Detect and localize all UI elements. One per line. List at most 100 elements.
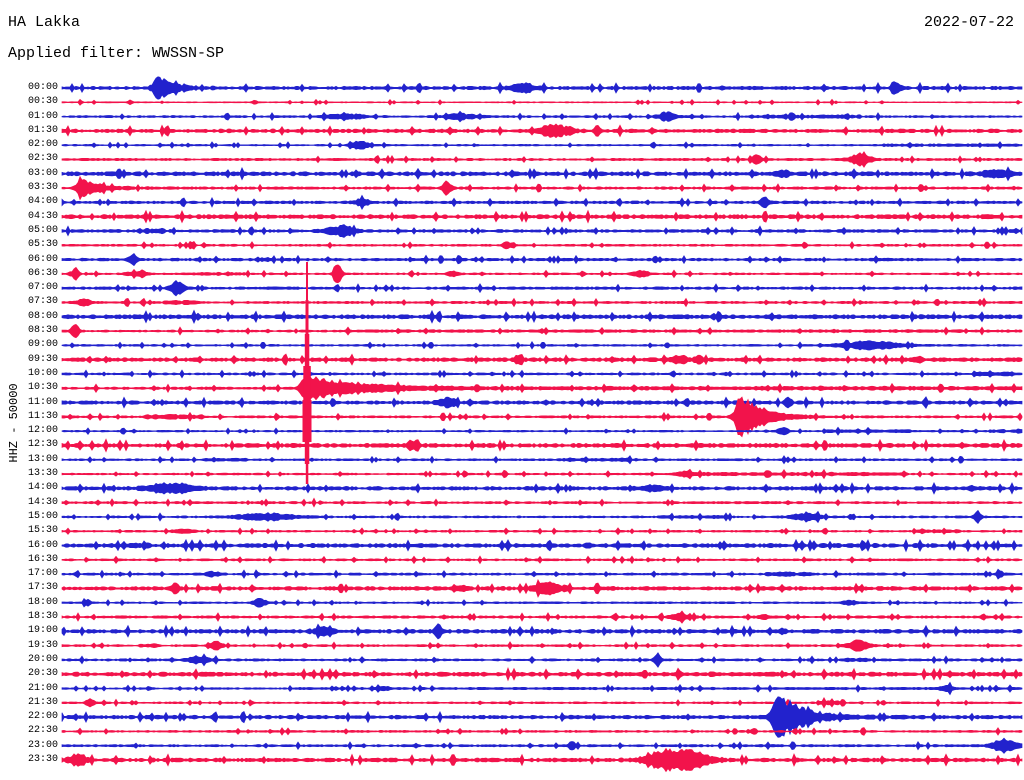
clipped-event-trace xyxy=(303,366,311,400)
trace-row xyxy=(61,253,1023,267)
trace-row xyxy=(61,353,1023,366)
trace-row xyxy=(61,610,1023,624)
trace-time-label: 01:30 xyxy=(27,124,58,136)
trace-row xyxy=(61,240,1023,250)
trace-row xyxy=(61,396,1023,438)
trace-row xyxy=(61,396,1023,409)
trace-time-label: 22:30 xyxy=(27,725,58,737)
clipped-event-trace xyxy=(304,442,310,464)
trace-time-label: 13:00 xyxy=(27,453,58,465)
trace-row xyxy=(61,747,1023,773)
trace-time-label: 04:30 xyxy=(27,210,58,222)
trace-time-label: 20:00 xyxy=(27,653,58,665)
trace-row xyxy=(61,737,1023,754)
trace-row xyxy=(61,727,1023,736)
trace-row xyxy=(61,175,1023,201)
trace-row xyxy=(61,369,1023,379)
trace-time-label: 20:30 xyxy=(27,668,58,680)
trace-time-label: 15:00 xyxy=(27,510,58,522)
trace-time-label: 03:00 xyxy=(27,167,58,179)
trace-time-label: 09:00 xyxy=(27,339,58,351)
trace-time-label: 19:30 xyxy=(27,639,58,651)
trace-time-label: 19:00 xyxy=(27,625,58,637)
trace-row xyxy=(61,696,1023,738)
trace-row xyxy=(61,194,1023,211)
trace-time-label: 07:00 xyxy=(27,282,58,294)
trace-row xyxy=(61,438,1023,453)
trace-time-label: 16:00 xyxy=(27,539,58,551)
trace-row xyxy=(61,527,1023,536)
trace-row xyxy=(61,297,1023,308)
trace-row xyxy=(61,455,1023,465)
trace-row xyxy=(61,538,1023,553)
trace-time-label: 02:30 xyxy=(27,153,58,165)
trace-time-label: 21:00 xyxy=(27,682,58,694)
trace-time-label: 18:00 xyxy=(27,596,58,608)
trace-time-label: 10:30 xyxy=(27,382,58,394)
trace-row xyxy=(61,209,1023,224)
trace-time-label: 13:30 xyxy=(27,468,58,480)
station-title: HA Lakka xyxy=(8,14,81,31)
trace-time-label: 08:30 xyxy=(27,325,58,337)
trace-time-label: 14:30 xyxy=(27,496,58,508)
trace-time-label: 15:30 xyxy=(27,525,58,537)
clipped-event-trace xyxy=(304,334,310,366)
trace-row xyxy=(61,623,1023,640)
trace-row xyxy=(61,468,1023,480)
trace-row xyxy=(61,681,1023,696)
trace-time-label: 06:30 xyxy=(27,267,58,279)
trace-row xyxy=(61,323,1023,339)
trace-time-label: 00:30 xyxy=(27,96,58,108)
trace-time-label: 16:30 xyxy=(27,553,58,565)
trace-row xyxy=(61,110,1023,123)
trace-row xyxy=(61,123,1023,139)
trace-row xyxy=(61,555,1023,565)
trace-row xyxy=(61,696,1023,709)
trace-row xyxy=(61,140,1023,150)
trace-time-label: 11:00 xyxy=(27,396,58,408)
trace-time-label: 17:30 xyxy=(27,582,58,594)
trace-time-label: 12:00 xyxy=(27,425,58,437)
trace-time-label: 07:30 xyxy=(27,296,58,308)
trace-time-label: 22:00 xyxy=(27,711,58,723)
trace-row xyxy=(61,497,1023,508)
trace-row xyxy=(61,264,1023,284)
trace-row xyxy=(61,597,1023,608)
trace-time-label: 12:30 xyxy=(27,439,58,451)
trace-row xyxy=(61,568,1023,580)
trace-time-label: 18:30 xyxy=(27,611,58,623)
clipped-event-trace xyxy=(305,464,309,484)
trace-row xyxy=(61,652,1023,668)
trace-time-label: 06:00 xyxy=(27,253,58,265)
trace-time-label: 21:30 xyxy=(27,696,58,708)
clipped-event-trace xyxy=(306,262,308,300)
trace-row xyxy=(61,481,1023,495)
trace-time-label: 11:30 xyxy=(27,410,58,422)
trace-row xyxy=(61,76,1023,100)
trace-time-label: 17:00 xyxy=(27,568,58,580)
clipped-event-trace xyxy=(305,300,309,334)
trace-row xyxy=(61,667,1023,682)
clipped-event-trace xyxy=(302,400,312,442)
filter-label: Applied filter: WWSSN-SP xyxy=(8,45,225,62)
trace-time-label: 00:00 xyxy=(27,82,58,93)
trace-time-label: 05:00 xyxy=(27,224,58,236)
trace-time-label: 23:30 xyxy=(27,754,58,765)
trace-time-label: 04:00 xyxy=(27,196,58,208)
trace-row xyxy=(61,98,1023,106)
trace-row xyxy=(61,280,1023,297)
trace-time-label: 10:00 xyxy=(27,367,58,379)
trace-time-label: 23:00 xyxy=(27,739,58,751)
trace-time-label: 08:00 xyxy=(27,310,58,322)
trace-row xyxy=(61,509,1023,524)
trace-time-label: 14:00 xyxy=(27,482,58,494)
trace-row xyxy=(61,166,1023,182)
trace-row xyxy=(61,309,1023,324)
trace-time-label: 02:00 xyxy=(27,139,58,151)
trace-row xyxy=(61,376,1023,401)
trace-row xyxy=(61,639,1023,652)
trace-time-label: 03:30 xyxy=(27,182,58,194)
trace-row xyxy=(61,224,1023,238)
